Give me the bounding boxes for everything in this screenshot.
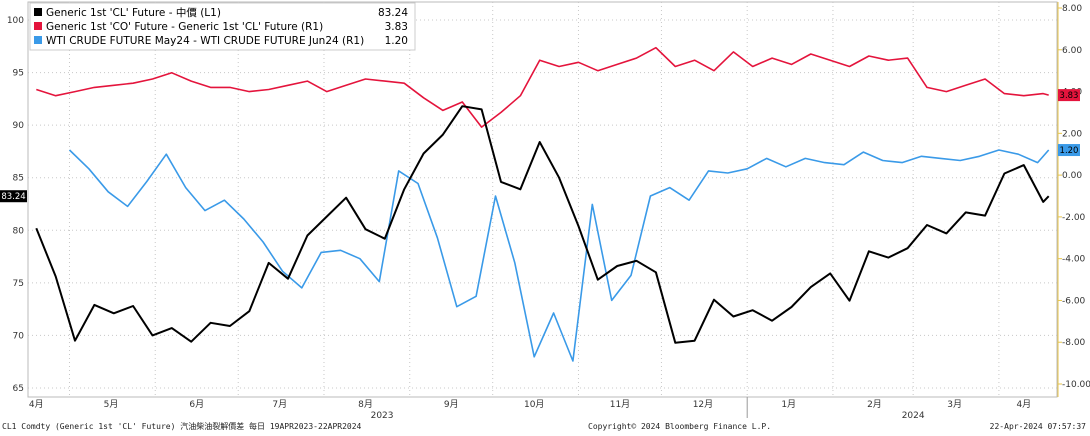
left-tick-label: 75 <box>13 279 24 289</box>
series-line <box>35 105 1050 344</box>
month-tick-label: 6月 <box>189 399 204 410</box>
right-tick-label: 2.00 <box>1062 129 1082 139</box>
last-value-badge <box>1058 89 1080 102</box>
month-tick-label: 12月 <box>693 399 713 410</box>
legend-swatch <box>34 22 42 30</box>
month-tick-label: 8月 <box>358 399 373 410</box>
right-tick-label: -4.00 <box>1062 255 1086 265</box>
footer-copyright: Copyright© 2024 Bloomberg Finance L.P. <box>588 422 772 431</box>
footer-timestamp: 22-Apr-2024 07:57:37 <box>989 422 1086 431</box>
footer-left: CL1 Comdty (Generic 1st 'CL' Future) 汽油柴… <box>2 422 362 431</box>
month-tick-label: 4月 <box>1016 399 1031 410</box>
left-tick-label: 70 <box>13 331 25 341</box>
month-tick-label: 4月 <box>29 399 44 410</box>
legend-series-name: Generic 1st 'CO' Future - Generic 1st 'C… <box>46 21 323 33</box>
right-tick-label: -6.00 <box>1062 296 1086 306</box>
year-tick-label: 2024 <box>902 411 925 421</box>
legend-series-value: 83.24 <box>378 7 408 19</box>
right-tick-label: 8.00 <box>1062 4 1082 14</box>
left-tick-label: 65 <box>13 384 24 394</box>
legend-series-name: WTI CRUDE FUTURE May24 - WTI CRUDE FUTUR… <box>46 35 364 47</box>
left-tick-label: 100 <box>7 16 24 26</box>
series-line <box>36 46 1049 128</box>
right-tick-label: -8.00 <box>1062 338 1086 348</box>
last-value-label: 3.83 <box>1060 91 1079 101</box>
left-tick-label: 90 <box>13 121 25 131</box>
last-value-label: 83.24 <box>1 192 25 202</box>
last-value-label: 1.20 <box>1060 146 1079 156</box>
month-tick-label: 1月 <box>781 399 796 410</box>
left-tick-label: 85 <box>13 174 24 184</box>
last-value-badge <box>1058 144 1080 157</box>
legend-swatch <box>34 8 42 16</box>
legend-series-value: 1.20 <box>385 35 408 47</box>
month-tick-label: 2月 <box>867 399 882 410</box>
month-tick-label: 3月 <box>947 399 962 410</box>
legend-series-name: Generic 1st 'CL' Future - 中價 (L1) <box>46 6 221 19</box>
month-tick-label: 9月 <box>444 399 459 410</box>
month-tick-label: 10月 <box>524 399 544 410</box>
legend-box <box>29 2 416 51</box>
month-tick-label: 5月 <box>104 399 119 410</box>
series-line <box>68 149 1050 362</box>
left-tick-label: 80 <box>13 226 25 236</box>
plot-frame <box>27 1 1058 398</box>
right-tick-label: -2.00 <box>1062 213 1086 223</box>
left-tick-label: 95 <box>13 69 24 79</box>
year-tick-label: 2023 <box>371 411 394 421</box>
last-value-badge <box>0 190 27 203</box>
month-tick-label: 7月 <box>272 399 287 410</box>
right-tick-label: -10.00 <box>1062 380 1090 390</box>
right-tick-label: 0.00 <box>1062 171 1082 181</box>
legend-series-value: 3.83 <box>385 21 408 33</box>
right-tick-label: 6.00 <box>1062 46 1082 56</box>
month-tick-label: 11月 <box>610 399 630 410</box>
legend-swatch <box>34 36 42 44</box>
